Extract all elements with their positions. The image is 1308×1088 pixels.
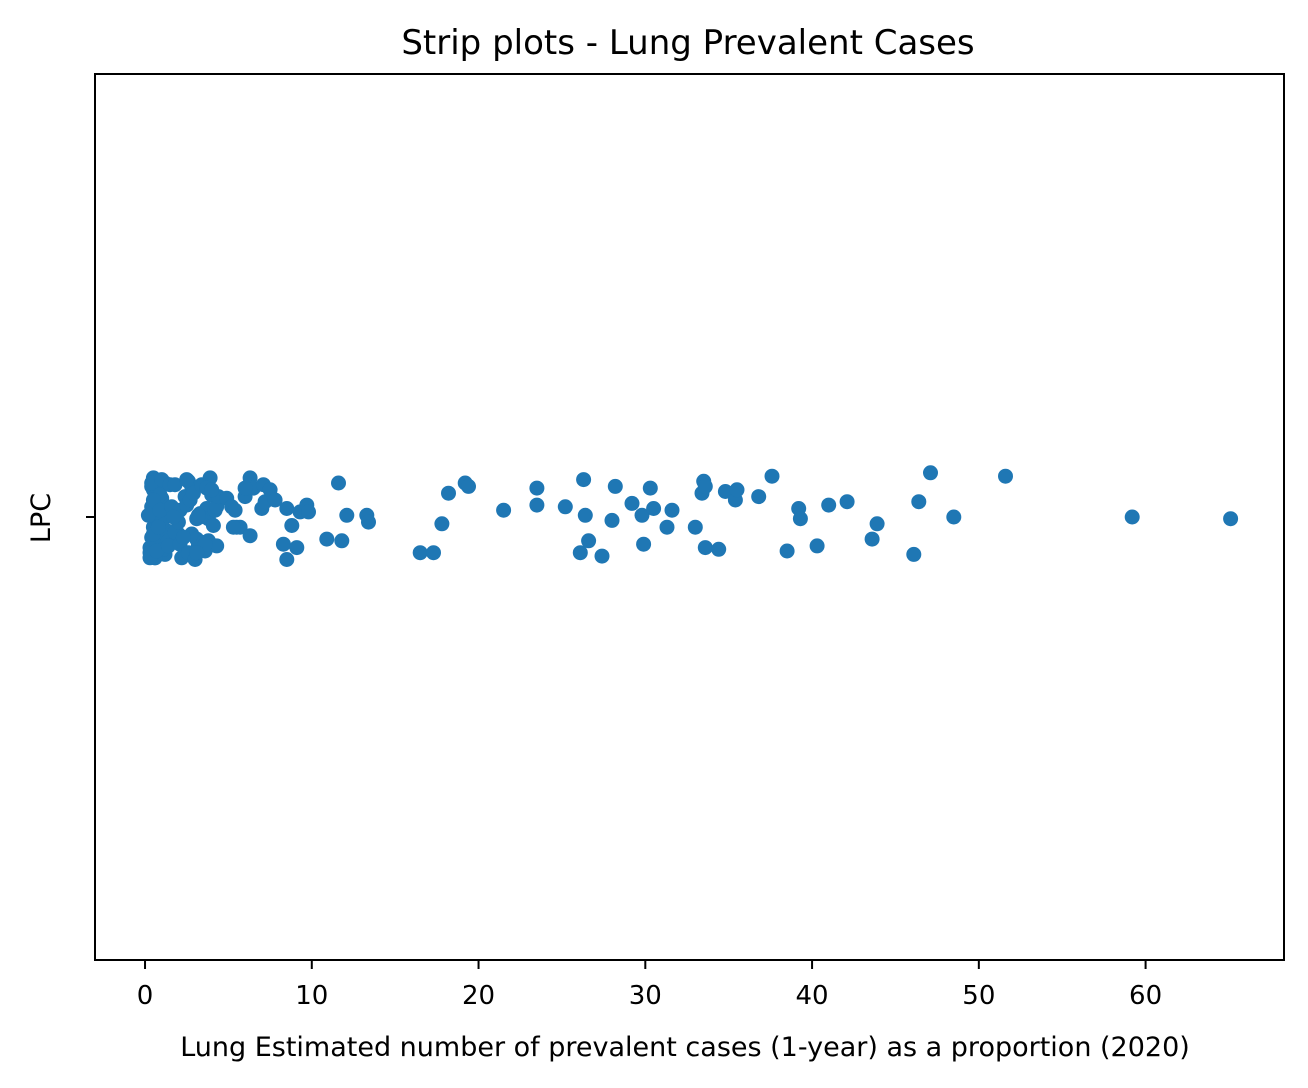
data-point [572,545,588,561]
chart-title: Strip plots - Lung Prevalent Cases [401,23,974,63]
data-point [225,519,241,535]
data-point [279,552,295,567]
data-point [664,502,680,518]
x-axis-label: Lung Estimated number of prevalent cases… [180,1032,1190,1063]
data-point [204,482,220,498]
data-point [412,545,428,561]
data-point [189,545,205,561]
data-point [607,478,623,494]
data-point [697,540,713,556]
data-point [149,543,165,559]
data-point [461,478,476,494]
data-point [175,529,191,545]
data-point [557,499,573,515]
data-point [275,536,291,552]
data-point [279,501,295,516]
data-point [906,546,922,562]
data-point [267,492,283,508]
data-point [717,484,733,499]
data-point [529,497,545,513]
data-points [140,465,1239,567]
data-point [729,482,745,498]
data-point [659,519,675,535]
data-point [697,478,713,494]
x-axis-ticks: 0 10 20 30 40 50 60 [137,960,1162,1011]
x-tick-label: 50 [962,981,995,1011]
data-point [604,512,620,528]
data-point [792,511,808,527]
data-point [237,480,253,496]
data-point [624,495,640,511]
data-point [426,545,441,561]
data-point [687,519,703,535]
data-point [529,480,545,496]
data-point [319,531,335,547]
data-point [646,501,662,516]
data-point [361,514,376,530]
data-point [179,472,195,488]
data-point [577,507,593,523]
data-point [911,494,927,510]
x-tick-label: 30 [629,981,662,1011]
data-point [209,538,225,554]
data-point [496,502,512,518]
data-point [711,541,727,557]
data-point [284,518,300,533]
data-point [594,548,610,564]
x-tick-label: 20 [462,981,495,1011]
plot-area-frame [94,73,1285,961]
data-point [165,509,181,525]
data-point [289,540,305,556]
data-point [581,533,597,549]
data-point [205,518,221,533]
y-axis-label: LPC [26,493,57,543]
data-point [634,507,650,523]
data-point [150,519,166,535]
data-point [946,509,962,525]
data-point [821,497,837,513]
data-point [864,531,880,547]
data-point [441,485,456,501]
data-point [998,468,1013,484]
data-point [227,502,243,518]
data-point [1124,509,1140,525]
data-point [642,480,658,496]
data-point [576,472,592,488]
data-point [636,536,652,552]
data-point [140,507,156,523]
data-point [331,475,346,491]
data-point [160,538,176,554]
data-point [869,516,885,532]
data-point [779,543,795,559]
data-point [152,502,168,518]
data-point [301,504,316,520]
data-point [167,477,183,493]
x-tick-label: 10 [295,981,328,1011]
x-tick-label: 40 [796,981,829,1011]
data-point [339,507,355,523]
data-point [434,516,450,532]
data-point [190,507,206,523]
x-tick-label: 60 [1129,981,1162,1011]
data-point [923,465,938,481]
x-tick-label: 0 [137,981,154,1011]
data-point [242,528,258,544]
data-point [839,494,855,510]
data-point [809,538,825,554]
data-point [1223,511,1239,527]
data-point [764,468,780,484]
data-point [334,533,350,549]
data-point [751,489,767,505]
